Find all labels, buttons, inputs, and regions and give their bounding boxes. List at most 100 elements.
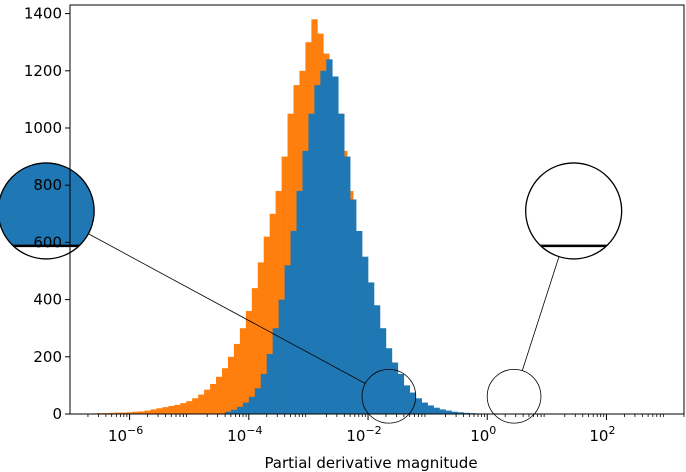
main-bar xyxy=(356,230,363,414)
main-bar xyxy=(373,305,381,414)
x-axis-label: Partial derivative magnitude xyxy=(264,454,477,472)
main-bar xyxy=(308,113,315,414)
y-tick-label: 1200 xyxy=(24,62,62,80)
main-bar xyxy=(248,396,256,414)
main-bar xyxy=(126,412,133,414)
main-bar xyxy=(221,368,229,414)
main-bar xyxy=(332,76,339,414)
inset-0-bar xyxy=(92,207,95,246)
main-bar xyxy=(236,406,244,414)
inset-0-bar xyxy=(241,228,264,246)
main-bar xyxy=(409,392,417,414)
plot-area xyxy=(90,19,524,414)
zoom-source-circle xyxy=(486,368,542,424)
main-bar xyxy=(168,405,175,414)
main-bar xyxy=(174,404,181,414)
inset-1-bar xyxy=(184,231,207,246)
inset-zoom-group xyxy=(0,92,623,424)
inset-0-bar xyxy=(11,162,35,246)
main-bar xyxy=(254,388,262,414)
main-bar xyxy=(463,412,470,414)
inset-0-bar xyxy=(57,162,81,246)
zoom-connector-line xyxy=(521,256,560,371)
main-bar xyxy=(204,389,211,414)
inset-1-bar xyxy=(229,240,252,246)
inset-1-bar xyxy=(126,92,149,246)
main-bar xyxy=(421,402,428,414)
inset-0-bar xyxy=(230,244,253,246)
inset-0-bar xyxy=(379,244,402,246)
main-bar xyxy=(210,383,217,414)
x-tick-label: 10−6 xyxy=(108,424,143,445)
inset-1-bar xyxy=(172,163,195,246)
y-tick-label: 1000 xyxy=(24,119,62,137)
main-bar xyxy=(320,70,327,414)
inset-0-bar xyxy=(149,185,172,246)
inset-1-bar xyxy=(470,245,493,246)
y-tick-label: 200 xyxy=(33,348,62,366)
y-tick-label: 400 xyxy=(33,291,62,309)
main-bar xyxy=(338,113,345,414)
main-bar xyxy=(108,412,115,414)
inset-0-bar xyxy=(425,245,448,246)
inset-1-bar xyxy=(92,152,115,246)
inset-1-bar xyxy=(525,244,540,246)
inset-0-bar xyxy=(115,222,138,246)
inset-1-bar xyxy=(115,185,138,246)
main-bar xyxy=(156,408,163,414)
inset-1-bar xyxy=(218,202,241,246)
main-bar xyxy=(162,407,169,414)
zoom-source-circle xyxy=(361,368,417,424)
inset-0-bar xyxy=(184,240,207,246)
main-bar xyxy=(385,348,393,414)
inset-0-bar xyxy=(517,245,540,246)
plot-frame xyxy=(69,4,685,415)
inset-1-bar xyxy=(138,207,161,246)
x-tick-label: 10−2 xyxy=(346,424,381,445)
main-bar xyxy=(269,213,276,414)
inset-0-bar xyxy=(172,202,195,246)
main-bar xyxy=(260,373,267,414)
main-bar xyxy=(233,343,241,414)
main-bar xyxy=(180,403,187,414)
main-bar xyxy=(150,409,157,414)
main-bar xyxy=(227,356,235,414)
y-axis: 0 200 400 600 800 1000 1200 1400 xyxy=(24,5,70,423)
main-bar xyxy=(326,59,333,414)
main-bar xyxy=(278,299,285,414)
y-tick-label: 1400 xyxy=(24,5,62,23)
inset-1-bar xyxy=(207,237,230,246)
main-bar xyxy=(457,412,464,414)
inset-0-bar xyxy=(161,237,184,246)
main-series-1 xyxy=(224,59,524,414)
inset-1-bar xyxy=(447,245,470,246)
main-bar xyxy=(296,190,303,414)
y-tick-label: 0 xyxy=(52,405,62,423)
main-bar xyxy=(132,411,139,414)
inset-0-bar xyxy=(471,245,494,246)
main-bar xyxy=(242,402,250,414)
main-bar xyxy=(350,199,357,414)
inset-0-bar xyxy=(138,231,161,246)
y-tick-label: 800 xyxy=(33,176,62,194)
x-tick-label: 102 xyxy=(589,424,615,445)
main-bar xyxy=(272,328,279,414)
x-tick-label: 100 xyxy=(470,424,496,445)
main-bar xyxy=(397,373,405,414)
inset-1-bar xyxy=(493,244,516,246)
main-bar xyxy=(239,328,247,414)
inset-0-bar xyxy=(402,245,425,246)
main-bar xyxy=(368,282,375,414)
main-bar xyxy=(230,409,238,414)
inset-0-bar xyxy=(34,162,58,246)
inset-0-bar xyxy=(218,222,241,246)
inset-0-bar xyxy=(448,244,471,246)
main-bar xyxy=(224,411,232,414)
main-bar xyxy=(445,410,452,414)
main-bar xyxy=(186,401,193,414)
inset-1-bar xyxy=(149,136,172,246)
inset-1-bar xyxy=(379,242,402,246)
inset-0-bar xyxy=(195,213,218,246)
zoom-inset-circle xyxy=(0,162,95,260)
main-bar xyxy=(344,156,351,414)
